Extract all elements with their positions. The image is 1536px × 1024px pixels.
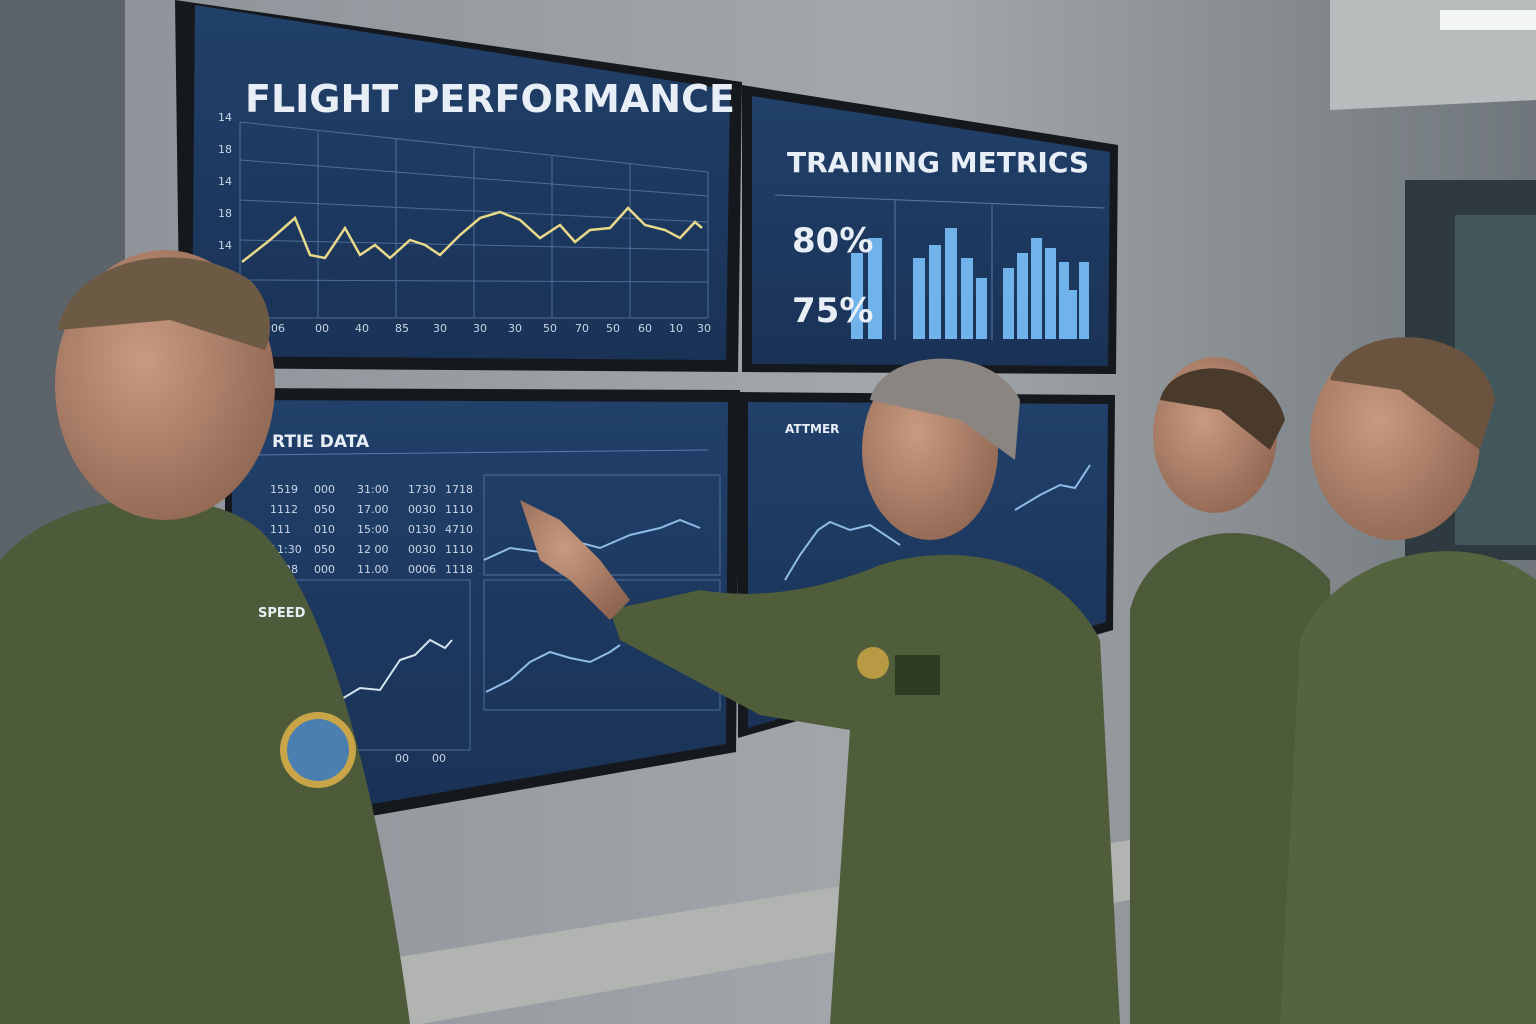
- x-axis-label: 00: [432, 752, 446, 765]
- x-axis-label: 30: [508, 322, 522, 335]
- trend-line: [339, 638, 453, 701]
- y-axis-label: 14: [218, 111, 232, 124]
- x-axis-label: 70: [575, 322, 589, 335]
- bar: [1079, 262, 1089, 339]
- x-axis-label: 00: [315, 322, 329, 335]
- table-cell: 1110: [445, 503, 473, 516]
- patch: [287, 719, 349, 781]
- bar: [1003, 268, 1014, 339]
- x-axis-label: 06: [271, 322, 285, 335]
- stat-value: 75%: [792, 291, 873, 331]
- x-axis-label: 50: [606, 322, 620, 335]
- x-axis-label: 85: [395, 322, 409, 335]
- table-cell: 1110: [445, 543, 473, 556]
- table-cell: 1112: [270, 503, 298, 516]
- person-hair: [870, 358, 1020, 460]
- table-cell: 1718: [445, 483, 473, 496]
- x-axis-label: 00: [395, 752, 409, 765]
- divider: [249, 449, 709, 456]
- screen-title: FLIGHT PERFORMANCE: [245, 77, 735, 121]
- x-axis-label: 30: [697, 322, 711, 335]
- person-hair: [1330, 337, 1495, 450]
- x-axis-label: 40: [355, 322, 369, 335]
- table-cell: 1519: [270, 483, 298, 496]
- person-torso: [610, 554, 1120, 1024]
- bar: [929, 245, 941, 339]
- y-axis-label: 18: [218, 143, 232, 156]
- panel-label: SPEED: [258, 606, 306, 621]
- screen-title: TRAINING METRICS: [787, 146, 1089, 179]
- chart-grid: [239, 121, 709, 319]
- divider: [774, 194, 1106, 209]
- table-cell: 000: [314, 563, 335, 576]
- screen-title: ATTMER: [785, 422, 839, 436]
- table-cell: 17.00: [357, 503, 389, 516]
- table-cell: 000: [314, 483, 335, 496]
- bar: [1068, 290, 1077, 339]
- table-cell: 010: [314, 523, 335, 536]
- table-cell: 050: [314, 543, 335, 556]
- y-axis-label: 14: [218, 175, 232, 188]
- table-cell: 15:00: [357, 523, 389, 536]
- person-torso: [0, 498, 410, 1024]
- x-axis-label: 30: [473, 322, 487, 335]
- bar-group: [851, 228, 1089, 339]
- table-cell: 12 00: [357, 543, 389, 556]
- table-cell: 0006: [408, 563, 436, 576]
- trend-line: [485, 644, 621, 693]
- bar: [868, 238, 882, 339]
- table-cell: 4710: [445, 523, 473, 536]
- screen-title: RTIE DATA: [272, 432, 370, 452]
- y-axis-label: 18: [218, 207, 232, 220]
- bar: [851, 253, 863, 339]
- person-hand: [520, 500, 630, 620]
- bar: [1045, 248, 1056, 339]
- patch: [857, 647, 889, 679]
- x-axis-label: 30: [433, 322, 447, 335]
- bar: [1017, 253, 1028, 339]
- table-cell: 0030: [408, 503, 436, 516]
- name-tag: [895, 655, 940, 695]
- bar: [961, 258, 973, 339]
- x-axis-label: 50: [543, 322, 557, 335]
- table-cell: 11.00: [357, 563, 389, 576]
- bar: [976, 278, 987, 339]
- x-axis-label: 60: [638, 322, 652, 335]
- table-cell: 111: [270, 523, 291, 536]
- table-cell: 1730: [408, 483, 436, 496]
- bar: [913, 258, 925, 339]
- bar: [945, 228, 957, 339]
- ceiling-light: [1440, 10, 1536, 30]
- bar: [1059, 262, 1069, 339]
- screen: [232, 400, 728, 806]
- trend-line: [241, 206, 703, 263]
- trend-line: [1014, 464, 1091, 511]
- x-axis-label: 10: [669, 322, 683, 335]
- table-cell: 31:00: [357, 483, 389, 496]
- table-cell: 0130: [408, 523, 436, 536]
- trend-line: [784, 520, 901, 581]
- person-torso: [1280, 551, 1536, 1024]
- y-axis-label: 14: [218, 239, 232, 252]
- table-cell: 0030: [408, 543, 436, 556]
- bar: [1031, 238, 1042, 339]
- table-cell: 1118: [445, 563, 473, 576]
- screen: [192, 5, 730, 360]
- table-cell: 050: [314, 503, 335, 516]
- person-hair: [58, 257, 270, 350]
- person-hair: [1160, 368, 1285, 450]
- stat-value: 80%: [792, 221, 873, 261]
- trend-line: [483, 518, 701, 561]
